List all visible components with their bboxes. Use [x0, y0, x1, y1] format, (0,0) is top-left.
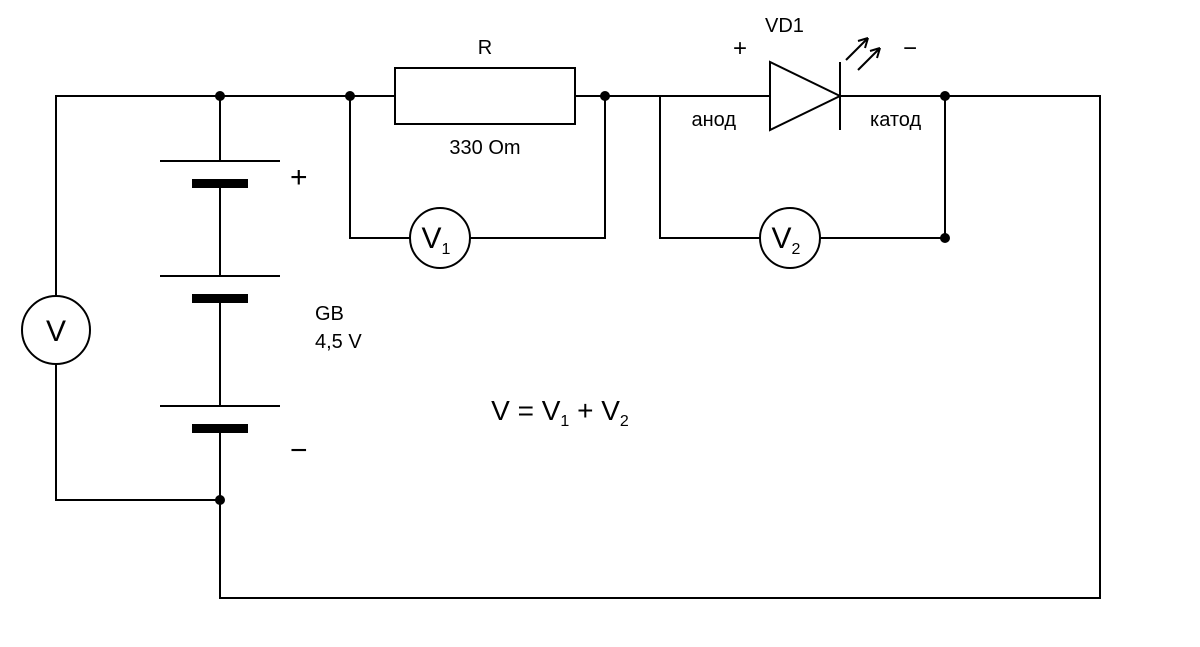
v1-wire-left — [350, 96, 410, 238]
led-arrow-2 — [858, 48, 880, 70]
node-battery-bottom — [215, 495, 225, 505]
battery-plate-short-2 — [192, 294, 248, 303]
labels.battery_plus: + — [290, 161, 308, 194]
node-battery-top — [215, 91, 225, 101]
labels.battery_name: GB — [315, 303, 344, 325]
labels.voltmeter_main: V — [46, 315, 66, 348]
labels.led_name: VD1 — [765, 15, 804, 37]
labels.led_minus: − — [903, 35, 917, 62]
resistor-body — [395, 68, 575, 124]
labels.anode: анод — [691, 109, 736, 131]
battery-plate-short-1 — [192, 179, 248, 188]
formula: V = V1 + V2 — [491, 395, 629, 430]
labels.resistor_value: 330 Om — [449, 137, 520, 159]
v1-wire-right — [470, 96, 605, 238]
labels.led_plus: + — [733, 35, 747, 62]
labels.cathode: катод — [870, 109, 921, 131]
labels.voltmeter2: V2 — [772, 222, 801, 258]
labels.resistor_name: R — [478, 37, 492, 59]
circuit-diagram: + − GB 4,5 V V R 330 Om VD1 + − анод катод V1 V2 V = V… — [0, 0, 1200, 647]
labels.battery_minus: − — [290, 434, 308, 467]
main-vm-wire-top — [56, 96, 220, 296]
node-v2-right — [940, 233, 950, 243]
labels.voltmeter1: V1 — [422, 222, 451, 258]
labels.battery_value: 4,5 V — [315, 331, 362, 353]
battery-plate-short-3 — [192, 424, 248, 433]
led-triangle — [770, 62, 840, 130]
led-arrow-1 — [846, 38, 868, 60]
